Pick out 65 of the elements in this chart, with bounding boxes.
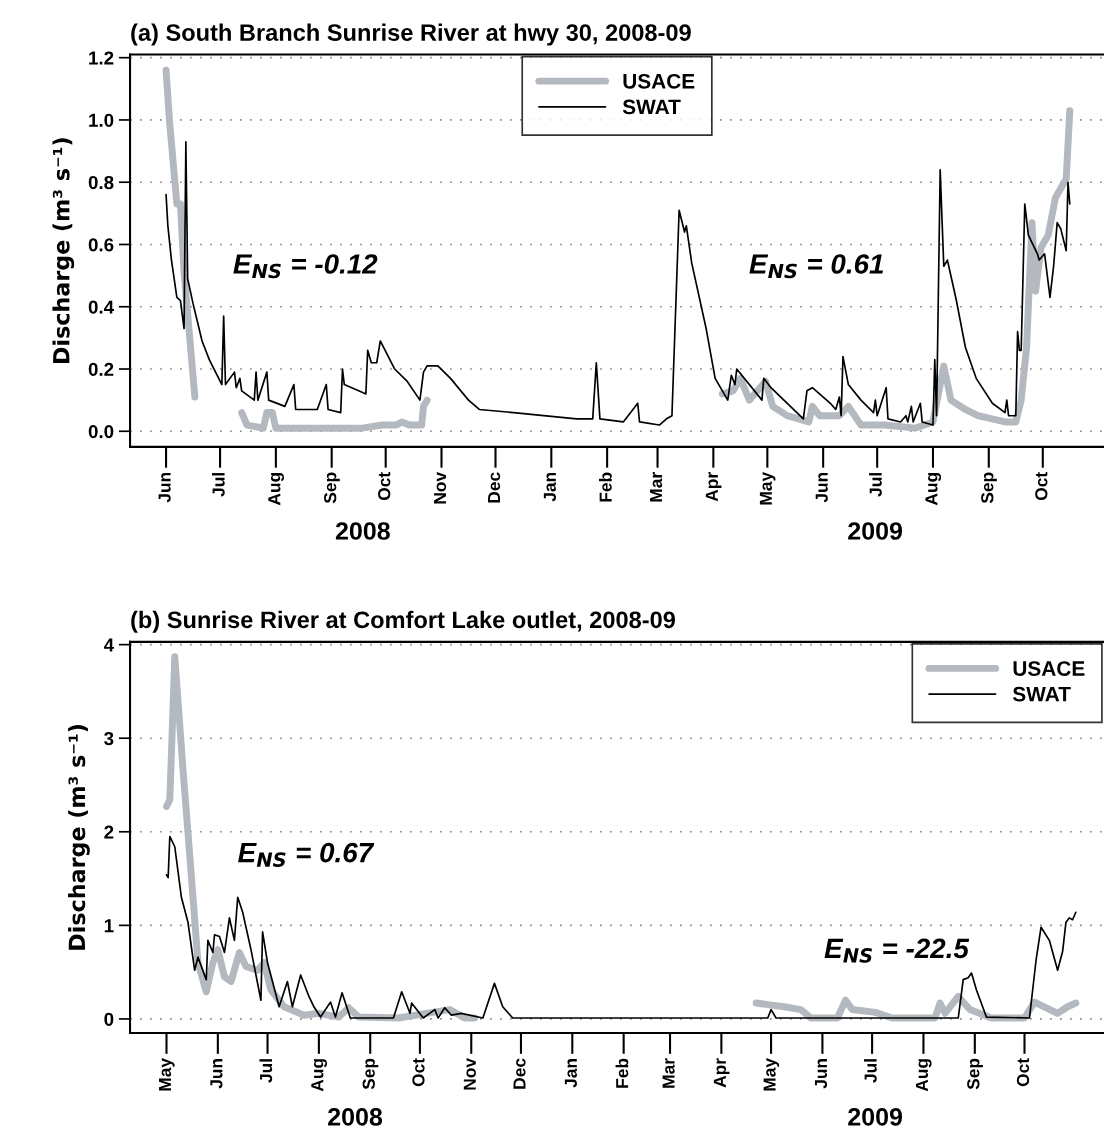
x-tick-label: Sep	[967, 1058, 983, 1090]
x-tick-label: Nov	[463, 1058, 476, 1090]
x-tick-label: Nov	[434, 471, 447, 504]
y-tick-label: 1	[104, 919, 114, 933]
x-tick-label: Dec	[488, 472, 501, 503]
x-tick-label: Sep	[981, 472, 997, 504]
x-tick-label: Jul	[259, 1059, 273, 1083]
x-tick-label: Jul	[864, 1059, 877, 1083]
annotation: E$_{NS}$ = -22.5	[824, 938, 970, 963]
x-tick-label: Jun	[158, 472, 171, 503]
legend-label: USACE	[623, 73, 695, 89]
x-tick-label: Jan	[564, 1059, 577, 1088]
chart-title: (b) Sunrise River at Comfort Lake outlet, 2008-09	[131, 610, 675, 633]
y-tick-label: 0	[104, 1012, 114, 1026]
x-tick-label: Aug	[311, 1059, 327, 1092]
x-tick-label: Mar	[662, 1058, 675, 1088]
x-tick-label: Feb	[599, 472, 612, 502]
text: 2008	[328, 1108, 383, 1126]
y-tick-label: 0.4	[88, 300, 114, 314]
annotation: E$_{NS}$ = 0.61	[749, 254, 883, 279]
legend-label: USACE	[1013, 661, 1085, 676]
text: 2008	[335, 522, 390, 540]
x-tick-label: Aug	[268, 473, 284, 506]
x-tick-label: Sep	[324, 472, 340, 504]
y-tick-label: 0.2	[88, 362, 114, 376]
x-tick-label: Jul	[869, 473, 882, 497]
x-tick-label: May	[159, 1058, 175, 1091]
x-tick-label: Feb	[615, 1058, 629, 1088]
annotation: E$_{NS}$ = -0.12	[233, 254, 378, 279]
x-tick-label: Jan	[543, 472, 556, 502]
text: 2009	[848, 1108, 903, 1126]
annotation: E$_{NS}$ = 0.67	[238, 842, 375, 867]
x-tick-label: Jun	[815, 472, 828, 503]
y-tick-label: 0.8	[88, 175, 114, 190]
x-tick-label: Jul	[211, 473, 225, 497]
y-axis-title: Discharge (m³ s⁻¹)	[52, 138, 75, 363]
x-tick-label: Dec	[513, 1058, 526, 1089]
x-tick-label: Oct	[378, 472, 391, 501]
y-tick-label: 1.0	[89, 113, 114, 127]
x-tick-label: Sep	[362, 1058, 379, 1090]
y-tick-label: 3	[104, 731, 114, 746]
line-series	[165, 835, 1077, 1019]
x-tick-label: May	[763, 1058, 780, 1091]
y-axis-title: Discharge (m³ s⁻¹)	[68, 725, 90, 950]
y-tick-label: 4	[103, 638, 114, 652]
legend-label: SWAT	[622, 99, 681, 115]
x-tick-label: Jun	[814, 1059, 828, 1089]
text: 2009	[848, 522, 903, 540]
y-tick-label: 2	[104, 825, 114, 839]
x-tick-label: Apr	[713, 1058, 730, 1088]
x-tick-label: Oct	[1016, 1058, 1030, 1087]
x-tick-label: Aug	[925, 473, 942, 506]
x-tick-label: Apr	[705, 472, 722, 502]
chart-title: (a) South Branch Sunrise River at hwy 30, 2008-09	[131, 23, 691, 46]
line-series	[165, 140, 1071, 426]
y-tick-label: 0.0	[88, 424, 114, 439]
x-tick-label: Oct	[1035, 472, 1048, 501]
legend-label: SWAT	[1012, 686, 1071, 702]
x-tick-label: Jun	[210, 1059, 223, 1089]
y-tick-label: 1.2	[89, 51, 114, 65]
x-tick-label: Mar	[650, 472, 663, 502]
x-tick-label: Oct	[412, 1058, 425, 1087]
x-tick-label: May	[759, 471, 776, 505]
x-tick-label: Aug	[915, 1059, 932, 1092]
y-tick-label: 0.6	[88, 238, 114, 252]
